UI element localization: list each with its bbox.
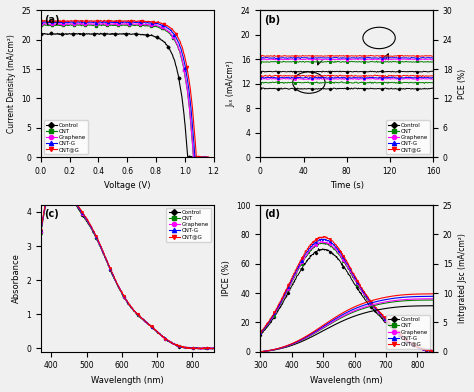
Text: (d): (d) [264, 209, 280, 220]
Y-axis label: Jₛₓ (mA/cm²): Jₛₓ (mA/cm²) [227, 60, 236, 107]
Y-axis label: PCE (%): PCE (%) [458, 69, 467, 99]
X-axis label: Wavelength (nm): Wavelength (nm) [310, 376, 383, 385]
Legend: Control, CNT, Graphene, CNT-G, CNT@G: Control, CNT, Graphene, CNT-G, CNT@G [386, 120, 430, 154]
Legend: Control, CNT, Graphene, CNT-G, CNT@G: Control, CNT, Graphene, CNT-G, CNT@G [44, 120, 88, 154]
Y-axis label: Intrgrated Jsc (mA/cm²): Intrgrated Jsc (mA/cm²) [458, 234, 467, 323]
Text: (c): (c) [44, 209, 59, 220]
Legend: Control, CNT, Graphene, CNT-G, CNT@G: Control, CNT, Graphene, CNT-G, CNT@G [166, 208, 211, 242]
Text: (a): (a) [44, 15, 60, 25]
Y-axis label: Absorbance: Absorbance [12, 254, 21, 303]
Y-axis label: IPCE (%): IPCE (%) [221, 260, 230, 296]
X-axis label: Time (s): Time (s) [330, 181, 364, 191]
Legend: Control, CNT, Graphene, CNT-G, CNT@G: Control, CNT, Graphene, CNT-G, CNT@G [386, 315, 430, 349]
Y-axis label: Current Density (mA/cm²): Current Density (mA/cm²) [7, 34, 16, 133]
X-axis label: Voltage (V): Voltage (V) [104, 181, 150, 191]
Text: (b): (b) [264, 15, 280, 25]
X-axis label: Wavelength (nm): Wavelength (nm) [91, 376, 164, 385]
